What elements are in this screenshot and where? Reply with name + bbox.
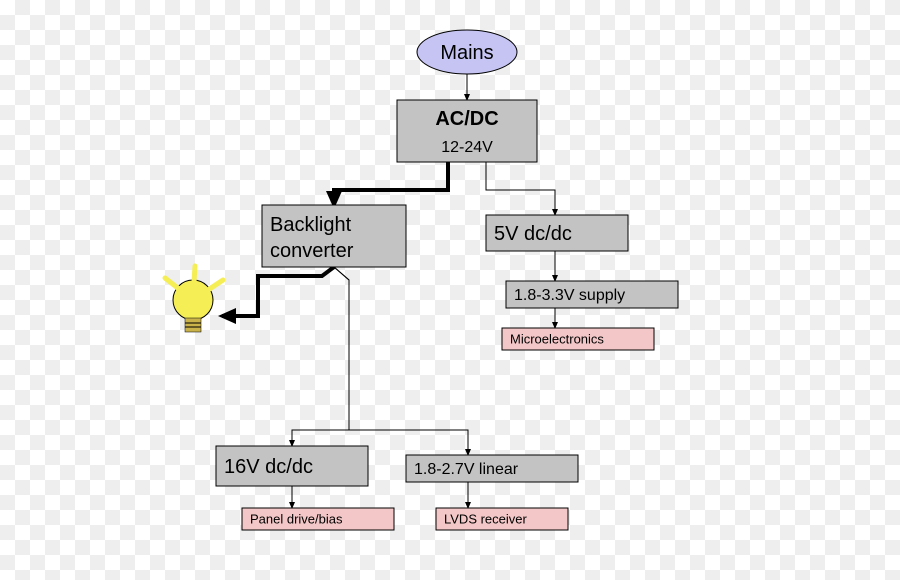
label2-backlight: converter [270,240,354,262]
edge-1 [334,162,448,205]
bulb-base [185,318,201,332]
label-v5: 5V dc/dc [494,223,572,245]
edge-6 [292,267,349,446]
label-mains: Mains [440,42,493,64]
edge-3 [222,267,334,316]
label-lvds: LVDS receiver [444,512,528,527]
bulb-ray [165,278,179,289]
edge-7 [334,267,468,455]
diagram-svg: Mains AC/DC 12-24V Backlight converter 5V dc/… [0,0,900,580]
label-lin: 1.8-2.7V linear [414,461,519,478]
label-sup18: 1.8-3.3V supply [514,287,625,304]
label-panel: Panel drive/bias [250,512,343,527]
edge-2 [486,162,555,215]
label-acdc: AC/DC [435,108,498,130]
label-backlight: Backlight [270,214,352,236]
label-micro: Microelectronics [510,332,604,347]
bulb-ray [194,266,195,282]
bulb-ray [208,280,223,290]
sub-acdc: 12-24V [441,139,493,156]
label-dc16: 16V dc/dc [224,456,313,478]
